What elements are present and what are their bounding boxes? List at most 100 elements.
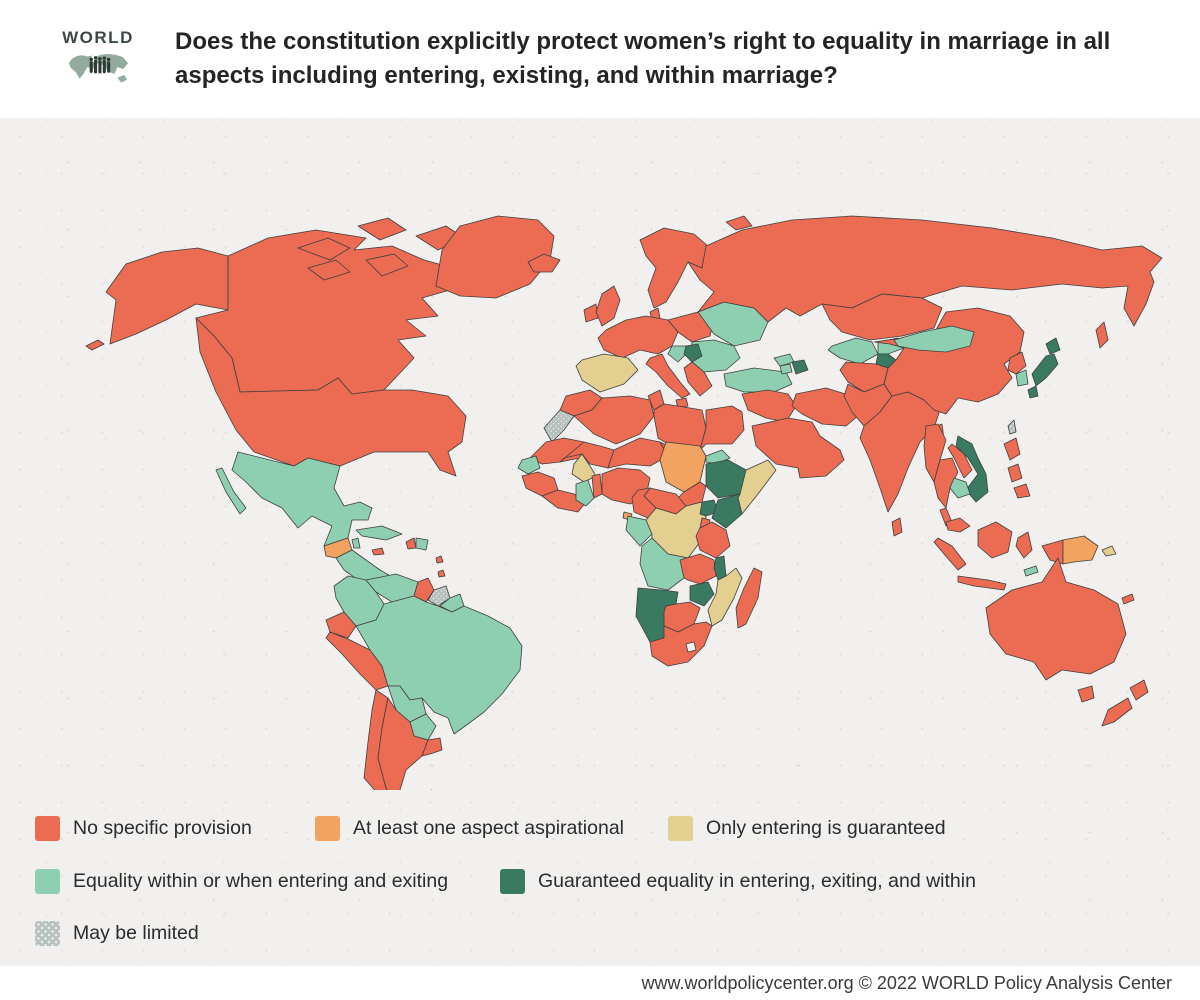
- region-armenia: [779, 363, 793, 375]
- region-solomon-islands: [1101, 545, 1117, 557]
- region-united-kingdom: [595, 285, 621, 327]
- region-usa: [195, 317, 467, 477]
- legend-item-only-entering: Only entering is guaranteed: [668, 815, 946, 841]
- region-western-sahara: [543, 409, 575, 443]
- region-lesser-antilles: [435, 555, 444, 564]
- region-vanuatu-new-caledonia: [1121, 593, 1135, 605]
- region-uganda: [699, 499, 719, 517]
- region-arctic-islands: [297, 237, 351, 261]
- world-logo-map-icon: [68, 54, 129, 83]
- legend-label: No specific provision: [73, 816, 252, 839]
- title-line2: aspects including entering, existing, an…: [175, 62, 838, 89]
- region-brazil: [355, 595, 523, 735]
- legend-label: May be limited: [73, 921, 199, 944]
- region-spain-portugal: [575, 353, 639, 393]
- region-zimbabwe: [689, 581, 715, 607]
- region-kenya: [711, 493, 743, 529]
- region-argentina: [377, 697, 429, 790]
- region-tanzania: [695, 521, 731, 559]
- region-japan-hokkaido: [1045, 337, 1061, 355]
- region-sulawesi: [1015, 531, 1033, 559]
- legend-label: Guaranteed equality in entering, exiting…: [538, 869, 976, 892]
- legend: No specific provision At least one aspec…: [0, 800, 1200, 960]
- legend-swatch-only-entering: [668, 815, 693, 841]
- footer-attribution: www.worldpolicycenter.org © 2022 WORLD P…: [641, 973, 1172, 993]
- region-turkey: [723, 367, 793, 393]
- legend-swatch-aspirational: [315, 815, 340, 841]
- region-papua-new-guinea: [1062, 535, 1099, 565]
- region-arctic-islands: [365, 253, 409, 277]
- region-sri-lanka: [891, 517, 903, 537]
- region-japan-kyushu: [1027, 385, 1039, 399]
- region-levant-iraq: [741, 389, 797, 423]
- region-philippines-visayas: [1007, 463, 1023, 483]
- legend-item-equality-within: Equality within or when entering and exi…: [35, 868, 448, 894]
- region-uruguay: [421, 737, 443, 757]
- legend-label: Equality within or when entering and exi…: [73, 869, 449, 892]
- logo-people-silhouettes: [89, 56, 111, 74]
- world-map: [85, 215, 1163, 790]
- header: WORLD Does the constitution explicitly p…: [0, 0, 1200, 118]
- world-logo-text: WORLD: [62, 28, 134, 47]
- region-scandinavia: [639, 227, 709, 309]
- legend-label: Only entering is guaranteed: [706, 816, 946, 839]
- region-kazakhstan: [821, 293, 943, 341]
- legend-swatch-no-specific-provision: [35, 815, 60, 841]
- region-iran: [791, 387, 859, 427]
- region-ecuador: [325, 611, 357, 639]
- region-baja: [215, 467, 247, 515]
- region-arabian-peninsula: [751, 417, 845, 479]
- legend-item-may-be-limited: May be limited: [35, 920, 199, 946]
- region-south-africa: [649, 621, 713, 667]
- region-senegal-gambia: [517, 455, 541, 475]
- region-madagascar: [735, 567, 763, 629]
- region-togo-benin: [591, 473, 603, 499]
- region-greenland: [435, 215, 555, 299]
- region-somalia: [737, 459, 777, 515]
- region-jamaica: [371, 547, 385, 556]
- region-suriname: [427, 585, 451, 607]
- legend-swatch-may-be-limited: [35, 920, 60, 946]
- region-cuba: [355, 525, 403, 541]
- world-logo: WORLD: [58, 28, 138, 90]
- region-haiti: [405, 537, 417, 550]
- region-malaysia: [945, 517, 971, 533]
- region-timor-leste: [1023, 565, 1039, 577]
- region-italy: [645, 353, 691, 399]
- page-title: Does the constitution explicitly protect…: [175, 25, 1135, 93]
- title-line1: Does the constitution explicitly protect…: [175, 28, 1111, 55]
- footer: www.worldpolicycenter.org © 2022 WORLD P…: [0, 966, 1200, 1000]
- region-svalbard: [725, 215, 753, 231]
- region-arctic-islands: [307, 259, 351, 281]
- region-uzbekistan-turkmenistan: [827, 337, 879, 365]
- legend-label: At least one aspect aspirational: [353, 816, 625, 839]
- legend-swatch-equality-within: [35, 868, 60, 894]
- region-iceland: [527, 253, 561, 273]
- region-vietnam: [955, 435, 989, 503]
- region-algeria: [573, 395, 655, 445]
- legend-item-guaranteed-equality: Guaranteed equality in entering, exiting…: [500, 868, 976, 894]
- region-ireland: [583, 303, 599, 323]
- region-zambia: [679, 553, 717, 585]
- region-aleutians: [85, 339, 105, 351]
- legend-swatch-guaranteed-equality: [500, 868, 525, 894]
- region-tasmania: [1077, 685, 1095, 703]
- region-philippines-luzon: [1003, 437, 1021, 461]
- region-western-europe: [597, 315, 679, 359]
- region-lesser-antilles: [437, 569, 446, 578]
- region-north-korea: [1007, 351, 1027, 375]
- region-russia: [687, 215, 1163, 327]
- region-egypt: [699, 405, 745, 451]
- region-mongolia: [893, 325, 975, 353]
- region-west-papua: [1041, 539, 1064, 565]
- region-australia: [985, 557, 1127, 681]
- region-china: [873, 307, 1025, 415]
- legend-item-aspirational: At least one aspect aspirational: [315, 815, 624, 841]
- region-sakhalin: [1095, 321, 1109, 349]
- region-new-zealand-south: [1101, 697, 1133, 727]
- region-ghana: [575, 479, 595, 507]
- region-georgia: [773, 353, 795, 367]
- region-japan-honshu: [1031, 353, 1059, 387]
- region-mexico: [231, 451, 373, 547]
